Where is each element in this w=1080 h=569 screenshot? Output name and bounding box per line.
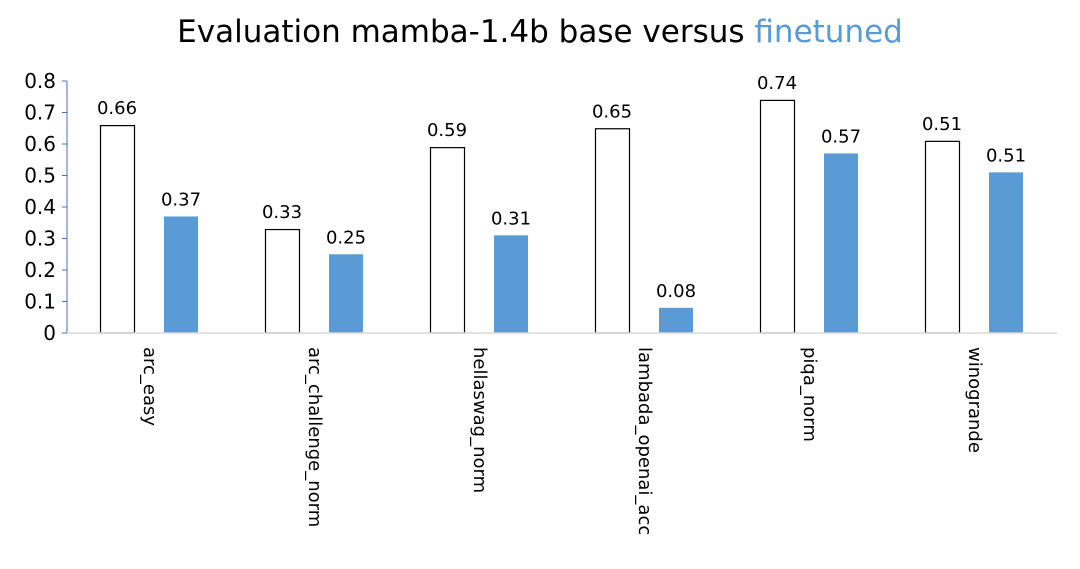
x-tick-label-arc_easy: arc_easy: [139, 347, 160, 426]
bar-finetuned-arc_easy: [164, 216, 198, 333]
bar-finetuned-piqa_norm: [824, 153, 858, 333]
data-label-base-arc_challenge_norm: 0.33: [262, 202, 302, 223]
y-tick-label: 0.4: [24, 195, 56, 219]
data-label-finetuned-arc_easy: 0.37: [161, 189, 201, 210]
y-tick-label: 0.7: [24, 101, 56, 125]
bar-base-winogrande: [924, 140, 961, 334]
bar-base-lambada_openai_acc: [594, 128, 631, 334]
y-tick-label: 0.8: [24, 69, 56, 93]
data-label-base-piqa_norm: 0.74: [757, 73, 797, 94]
data-label-base-hellaswag_norm: 0.59: [427, 120, 467, 141]
y-tick-label: 0.5: [24, 164, 56, 188]
x-tick-label-piqa_norm: piqa_norm: [799, 347, 820, 442]
x-tick-label-lambada_openai_acc: lambada_openai_acc: [634, 347, 655, 535]
data-label-finetuned-piqa_norm: 0.57: [821, 126, 861, 147]
y-tick-label: 0.6: [24, 132, 56, 156]
data-label-finetuned-arc_challenge_norm: 0.25: [326, 227, 366, 248]
chart-title: Evaluation mamba-1.4b base versus finetu…: [0, 14, 1080, 50]
data-label-finetuned-hellaswag_norm: 0.31: [491, 208, 531, 229]
data-label-base-arc_easy: 0.66: [97, 98, 137, 119]
data-label-base-lambada_openai_acc: 0.65: [592, 101, 632, 122]
bar-finetuned-winogrande: [989, 172, 1023, 333]
bar-finetuned-hellaswag_norm: [494, 235, 528, 333]
bar-base-arc_easy: [99, 124, 136, 334]
data-label-base-winogrande: 0.51: [922, 114, 962, 135]
bar-base-hellaswag_norm: [429, 147, 466, 334]
y-tick-label: 0.2: [24, 258, 56, 282]
x-tick-label-hellaswag_norm: hellaswag_norm: [469, 347, 490, 493]
x-tick-label-winogrande: winogrande: [964, 347, 985, 453]
chart-title-highlight: finetuned: [754, 14, 903, 50]
data-label-finetuned-lambada_openai_acc: 0.08: [656, 281, 696, 302]
y-tick-label: 0.3: [24, 227, 56, 251]
bar-finetuned-arc_challenge_norm: [329, 254, 363, 333]
data-label-finetuned-winogrande: 0.51: [986, 145, 1026, 166]
y-tick-label: 0.1: [24, 290, 56, 314]
bar-base-piqa_norm: [759, 99, 796, 334]
bar-base-arc_challenge_norm: [264, 228, 301, 334]
chart-title-main: Evaluation mamba-1.4b base versus: [177, 14, 755, 50]
x-tick-label-arc_challenge_norm: arc_challenge_norm: [304, 347, 325, 527]
bar-finetuned-lambada_openai_acc: [659, 307, 693, 333]
y-tick-label: 0: [43, 321, 56, 345]
